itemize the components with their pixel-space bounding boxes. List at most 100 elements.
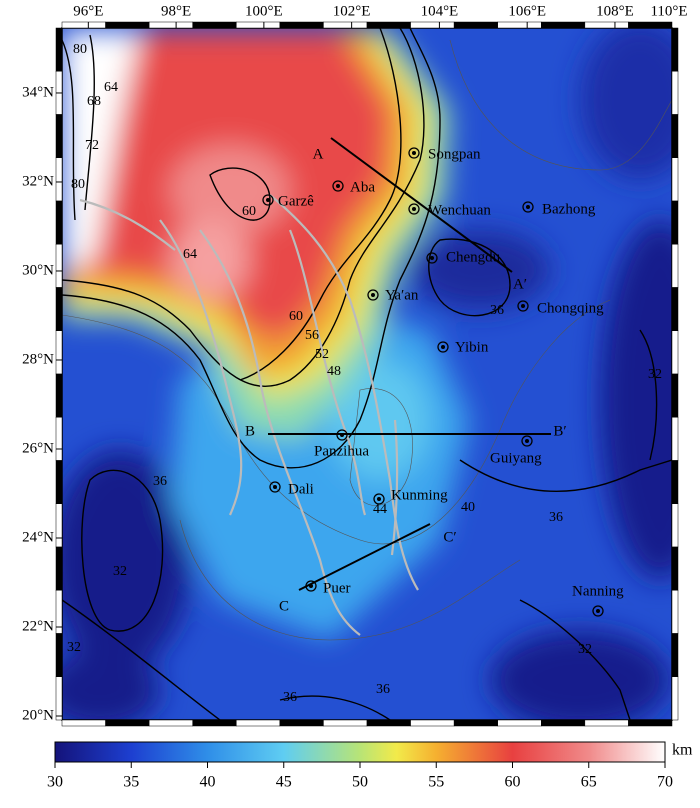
colorbar-tick-label: 55	[428, 774, 444, 791]
contour-label: 56	[305, 328, 319, 343]
city-marker	[408, 203, 420, 215]
contour-label: 36	[376, 682, 390, 697]
city-marker	[371, 293, 375, 297]
profile-label: B′	[553, 423, 566, 439]
x-tick-label: 100°E	[245, 3, 283, 19]
city-label: Wenchuan	[428, 202, 491, 218]
contour-label: 60	[289, 309, 303, 324]
colorbar	[54, 741, 666, 763]
city-label: Guiyang	[490, 450, 542, 466]
city-marker	[377, 497, 381, 501]
frame-bar	[497, 719, 542, 727]
x-tick-label: 110°E	[650, 3, 687, 19]
frame-bar	[55, 200, 63, 245]
frame-bar	[366, 21, 411, 29]
frame-bar	[55, 244, 63, 288]
x-tick-label: 98°E	[161, 3, 191, 19]
city-marker	[522, 201, 534, 213]
frame-bar	[323, 719, 368, 727]
frame-bar	[671, 417, 679, 461]
colorbar-tick-label: 35	[123, 774, 139, 791]
frame-bar	[671, 287, 679, 331]
contour-label: 68	[87, 94, 101, 109]
colorbar-tick-label: 65	[581, 774, 597, 791]
contour-label: 32	[648, 367, 662, 382]
x-tick-label: 108°E	[596, 3, 634, 19]
city-marker	[340, 433, 344, 437]
map-surface	[62, 28, 672, 720]
frame-bar	[55, 417, 63, 461]
colorbar-tick-label: 45	[276, 774, 292, 791]
frame-bar	[497, 21, 542, 29]
city-marker	[430, 256, 434, 260]
frame-bar	[55, 676, 63, 721]
city-marker	[426, 252, 438, 264]
city-label: Songpan	[428, 146, 481, 162]
colorbar-unit: km	[672, 742, 693, 759]
frame-bar	[192, 719, 237, 727]
frame-bar	[671, 200, 679, 245]
city-marker	[309, 584, 313, 588]
y-tick-label: 22°N	[22, 618, 54, 634]
frame-bar	[671, 71, 679, 115]
frame-bar	[105, 21, 150, 29]
city-marker	[525, 439, 529, 443]
city-marker	[521, 304, 525, 308]
frame-bar	[55, 157, 63, 202]
city-label: Chongqing	[537, 300, 604, 316]
frame-bar	[671, 330, 679, 375]
y-tick-label: 24°N	[22, 529, 54, 545]
city-marker	[262, 194, 274, 206]
frame-bar	[453, 21, 498, 29]
city-label: Garzê	[278, 193, 314, 209]
city-label: Nanning	[572, 583, 624, 599]
contour-label: 80	[71, 177, 85, 192]
city-marker	[332, 180, 344, 192]
contour-label: 44	[373, 502, 387, 517]
contour-label: 64	[104, 80, 118, 95]
contour-label: 64	[183, 247, 197, 262]
contour-label: 36	[549, 510, 563, 525]
x-tick-label: 102°E	[333, 3, 371, 19]
frame-bar	[541, 719, 586, 727]
frame-bar	[671, 590, 679, 634]
frame-bar	[279, 719, 324, 727]
city-marker	[592, 605, 604, 617]
city-marker	[437, 341, 449, 353]
frame-bar	[279, 21, 324, 29]
city-label: Kunming	[391, 487, 448, 503]
contour-label: 36	[283, 690, 297, 705]
city-label: Aba	[350, 179, 375, 195]
city-marker	[408, 147, 420, 159]
contour-label: 32	[67, 640, 81, 655]
frame-bar	[192, 21, 237, 29]
city-label: Ya′an	[385, 287, 419, 303]
city-marker	[373, 493, 385, 505]
frame-bar	[236, 719, 281, 727]
city-marker	[517, 300, 529, 312]
city-label: Dali	[288, 481, 314, 497]
profile-label: A	[313, 146, 324, 162]
city-label: Puer	[323, 580, 351, 596]
contour-label: 52	[315, 347, 329, 362]
colorbar-tick-label: 70	[657, 774, 673, 791]
frame-bar	[148, 719, 193, 727]
colorbar-tick-label: 50	[352, 774, 368, 791]
city-marker	[412, 151, 416, 155]
frame-bar	[236, 21, 281, 29]
colorbar-tick-label: 40	[200, 774, 216, 791]
frame-bar	[323, 21, 368, 29]
contour-label: 32	[113, 564, 127, 579]
frame-bar	[584, 719, 629, 727]
frame-bar	[671, 676, 679, 721]
city-marker	[266, 198, 270, 202]
frame-bar	[410, 719, 455, 727]
contour-label: 40	[461, 500, 475, 515]
y-tick-label: 28°N	[22, 351, 54, 367]
contour-label: 60	[242, 204, 256, 219]
city-label: Bazhong	[542, 201, 596, 217]
city-marker	[273, 485, 277, 489]
city-label: Chengdu	[446, 249, 501, 265]
frame-bar	[453, 719, 498, 727]
